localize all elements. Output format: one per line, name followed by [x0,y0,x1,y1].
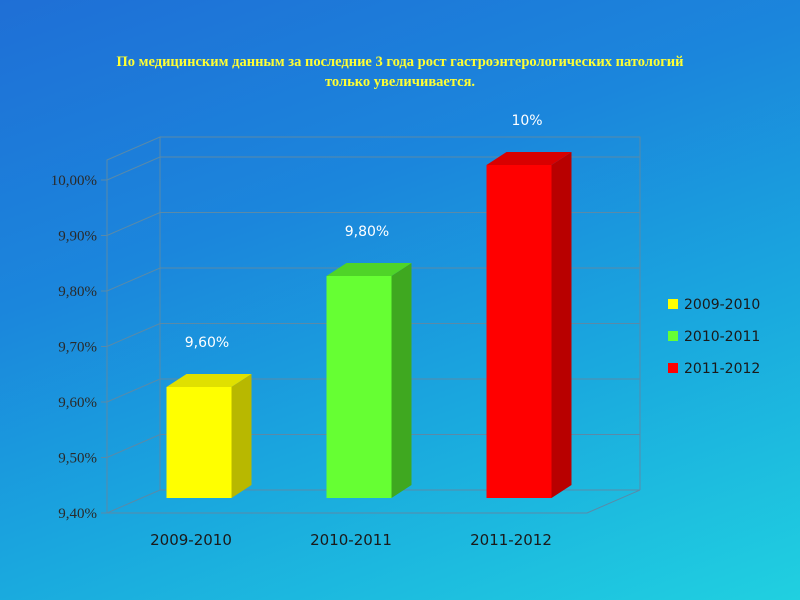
data-label: 9,80% [345,224,389,240]
y-tick-label: 9,70% [58,340,97,356]
bar-side [231,374,252,498]
y-axis-ticks: 9,40% 9,50% 9,60% 9,70% 9,80% 9,90% 10,00% [51,173,107,522]
left-wall [106,136,161,513]
gridlines [106,156,640,514]
y-tick-label: 9,40% [58,506,97,522]
legend: 2009-2010 2010-2011 2011-2012 [668,297,760,377]
bar [166,387,232,498]
legend-swatch [668,363,678,373]
bar-top [166,374,252,387]
bar-top [326,263,412,276]
data-label: 9,60% [185,335,229,351]
gridline [106,323,640,347]
x-category-label: 2011-2012 [470,531,552,549]
bar [486,165,552,498]
gridline [106,434,640,458]
x-axis-categories: 2009-2010 2010-2011 2011-2012 [150,531,552,549]
legend-entry: 2009-2010 [684,297,760,313]
legend-swatch [668,299,678,309]
bar-side [551,152,572,498]
back-wall [160,136,641,490]
data-label: 10% [511,113,542,129]
bar-side [391,263,412,498]
legend-swatch [668,331,678,341]
chart-walls [106,136,641,514]
y-tick-label: 9,80% [58,284,97,300]
gridline [106,267,640,292]
y-tick-label: 9,50% [58,451,97,467]
y-tick-label: 10,00% [51,173,97,189]
gridline [106,378,640,403]
bars [166,152,572,498]
legend-entry: 2011-2012 [684,361,760,377]
floor-edge [107,489,641,514]
gridline [106,156,640,181]
x-category-label: 2009-2010 [150,531,232,549]
bar-top [486,152,572,165]
slide-title-line-1: По медицинским данным за последние 3 год… [116,54,684,70]
slide-title: По медицинским данным за последние 3 год… [30,52,770,92]
y-tick-label: 9,90% [58,229,97,245]
bar [326,276,392,498]
x-category-label: 2010-2011 [310,531,392,549]
gridline [106,489,640,514]
slide-title-line-2: только увеличивается. [324,74,476,90]
gridline [106,212,640,236]
legend-entry: 2010-2011 [684,329,760,345]
data-labels: 9,60% 9,80% 10% [185,113,543,351]
y-tick-label: 9,60% [58,395,97,411]
